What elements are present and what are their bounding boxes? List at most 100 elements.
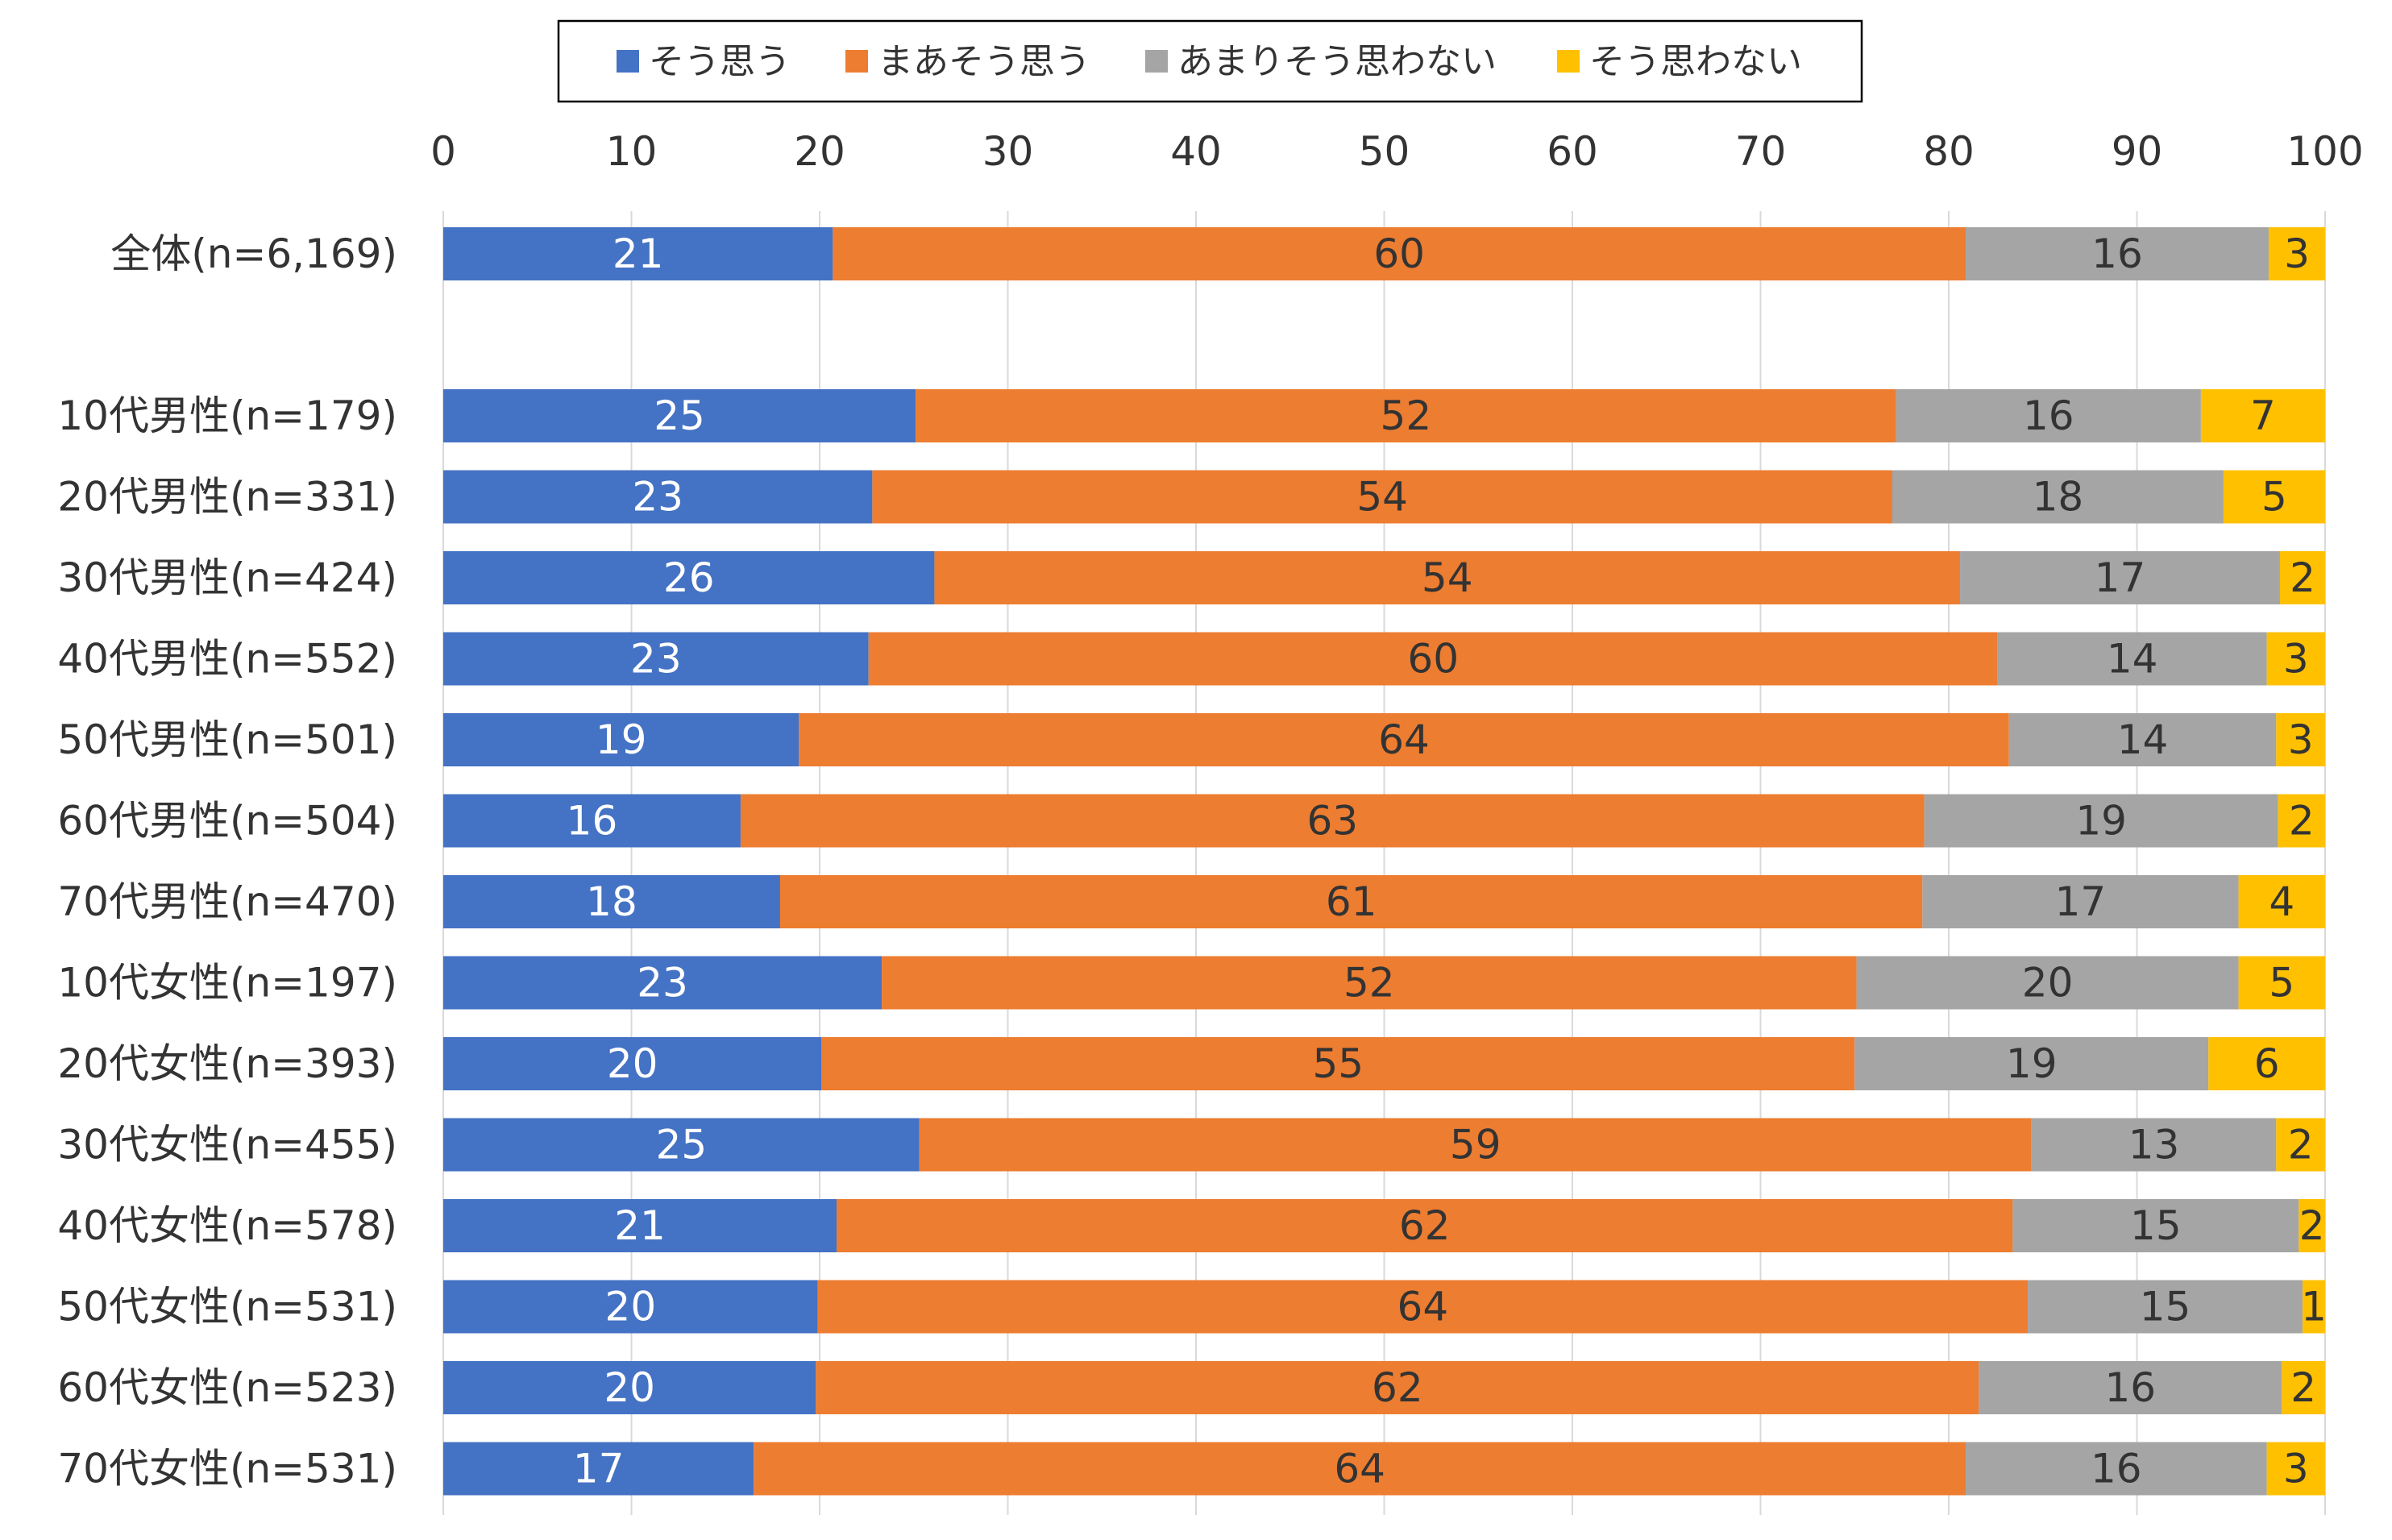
bar-segment (443, 1280, 818, 1334)
bar-segment (1966, 227, 2269, 280)
data-label: 3 (2288, 716, 2314, 763)
data-label: 16 (2105, 1364, 2157, 1411)
data-label: 2 (2299, 1202, 2325, 1249)
data-label: 64 (1397, 1284, 1449, 1330)
data-label: 16 (2023, 392, 2074, 439)
data-label: 61 (1326, 878, 1377, 925)
category-label: 50代女性(n=531) (57, 1284, 397, 1330)
x-tick-label: 90 (2112, 128, 2163, 175)
data-label: 16 (2091, 230, 2143, 277)
legend-label: あまりそう思わない (1177, 41, 1497, 82)
x-tick-label: 10 (606, 128, 658, 175)
data-label: 6 (2254, 1040, 2280, 1087)
category-labels: 全体(n=6,169) 10代男性(n=179) 20代男性(n=331) 30代男性… (57, 230, 397, 1492)
data-label: 16 (567, 798, 618, 845)
bar-segment (443, 713, 799, 766)
data-label: 20 (605, 1284, 657, 1330)
legend-swatch (617, 50, 639, 73)
bar-segment (443, 1199, 837, 1252)
bar-segment (2208, 1037, 2325, 1090)
data-label: 23 (630, 636, 682, 683)
legend-label: まあそう思う (878, 41, 1090, 82)
data-label: 54 (1356, 474, 1408, 521)
x-tick-label: 0 (430, 128, 456, 175)
data-label: 2 (2288, 1122, 2314, 1168)
bar-segment (754, 1442, 1966, 1496)
bar-segment (443, 227, 833, 280)
bar-segment (2276, 1118, 2325, 1172)
bar-segment (2266, 632, 2325, 686)
data-label: 2 (2290, 554, 2315, 601)
bar-segment (2031, 1118, 2277, 1172)
bar-segment (1922, 875, 2239, 928)
bar-segment (872, 470, 1892, 524)
data-label: 23 (637, 960, 688, 1007)
bar-segment (443, 1361, 816, 1414)
bar-segment (816, 1361, 1979, 1414)
data-label: 17 (2055, 878, 2107, 925)
data-label: 52 (1381, 392, 1432, 439)
data-label: 25 (654, 392, 705, 439)
bar-segment (2200, 389, 2325, 442)
legend-label: そう思わない (1589, 41, 1802, 82)
data-label: 4 (2269, 878, 2294, 925)
data-label: 13 (2128, 1122, 2180, 1168)
bar-segment (817, 1280, 2029, 1334)
bar-segment (1892, 470, 2224, 524)
bar-segment (2012, 1199, 2299, 1252)
data-label: 18 (2033, 474, 2084, 521)
data-label: 17 (573, 1446, 625, 1492)
bar-segment (1960, 551, 2280, 604)
data-label: 64 (1378, 716, 1430, 763)
bar-segment (833, 227, 1966, 280)
bar-segment (2276, 713, 2325, 766)
bar-segment (821, 1037, 1855, 1090)
category-label: 70代女性(n=531) (57, 1446, 397, 1492)
data-label: 21 (614, 1202, 666, 1249)
data-label: 20 (2022, 960, 2074, 1007)
bar-segment (443, 632, 869, 686)
category-label: 20代女性(n=393) (57, 1040, 397, 1087)
category-label: 20代男性(n=331) (57, 474, 397, 521)
bar-segment (443, 470, 873, 524)
data-label: 19 (2006, 1040, 2058, 1087)
bar-segment (2008, 713, 2277, 766)
legend-box (557, 19, 1863, 103)
bar-segment (1979, 1361, 2282, 1414)
data-label: 15 (2140, 1284, 2191, 1330)
data-label: 59 (1450, 1122, 1501, 1168)
bars: 21 60 16 325 52 16 723 54 18 526 54 17 223 60 14 319 64 1… (443, 227, 2327, 1496)
bar-segment (934, 551, 1961, 604)
data-label: 5 (2269, 960, 2294, 1007)
legend-swatch (1557, 50, 1580, 73)
x-tick-label: 70 (1735, 128, 1787, 175)
data-label: 15 (2130, 1202, 2182, 1249)
data-label: 21 (613, 230, 664, 277)
bar-segment (443, 1442, 754, 1496)
bar-segment (868, 632, 1998, 686)
bar-segment (443, 794, 741, 848)
x-tick-label: 30 (982, 128, 1034, 175)
data-label: 1 (2301, 1284, 2327, 1330)
category-label: 70代男性(n=470) (57, 878, 397, 925)
bar-segment (2028, 1280, 2303, 1334)
x-tick-label: 50 (1359, 128, 1410, 175)
category-label: 50代男性(n=501) (57, 716, 397, 763)
data-label: 14 (2107, 636, 2158, 683)
data-label: 3 (2283, 1446, 2309, 1492)
bar-segment (2279, 551, 2325, 604)
bar-segment (1966, 1442, 2267, 1496)
bar-segment (443, 1118, 920, 1172)
data-label: 16 (2091, 1446, 2142, 1492)
data-label: 3 (2284, 230, 2310, 277)
legend-label: そう思う (649, 41, 791, 82)
bar-segment (837, 1199, 2013, 1252)
bar-segment (443, 1037, 822, 1090)
bar-segment (1997, 632, 2267, 686)
category-label: 10代男性(n=179) (57, 392, 397, 439)
data-label: 55 (1312, 1040, 1364, 1087)
x-tick-label: 60 (1547, 128, 1598, 175)
bar-segment (916, 389, 1896, 442)
data-label: 19 (596, 716, 647, 763)
category-label: 10代女性(n=197) (57, 960, 397, 1007)
